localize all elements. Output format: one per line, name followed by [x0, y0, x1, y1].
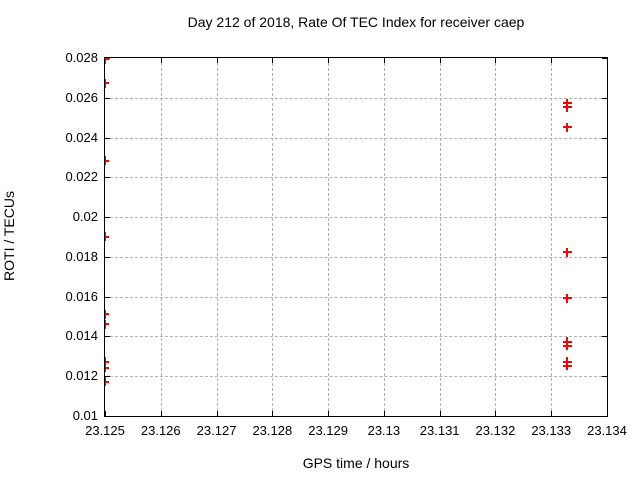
- x-gridline: [439, 58, 441, 416]
- x-tick-mark-top: [160, 58, 162, 63]
- y-tick-mark-left: [105, 376, 110, 378]
- y-tick-mark-left: [105, 177, 110, 179]
- y-gridline: [105, 376, 607, 378]
- x-tick-mark-bottom: [328, 411, 330, 416]
- x-tick-mark-bottom: [439, 411, 441, 416]
- data-point-marker: [105, 78, 109, 88]
- y-tick-label: 0.02: [72, 209, 98, 225]
- chart-title: Day 212 of 2018, Rate Of TEC Index for r…: [187, 14, 525, 30]
- x-gridline: [551, 58, 553, 416]
- x-tick-label: 23.132: [475, 423, 516, 438]
- x-tick-mark-bottom: [607, 411, 608, 416]
- y-tick-mark-right: [602, 296, 607, 298]
- x-gridline: [495, 58, 497, 416]
- x-axis-label: GPS time / hours: [302, 455, 410, 471]
- data-point-marker: [562, 122, 572, 132]
- x-tick-mark-top: [607, 58, 608, 63]
- y-tick-mark-right: [602, 376, 607, 378]
- data-point-marker: [105, 377, 109, 387]
- x-gridline: [272, 58, 274, 416]
- x-tick-label: 23.126: [140, 423, 181, 438]
- y-tick-label: 0.024: [65, 129, 98, 145]
- y-gridline: [105, 217, 607, 219]
- y-tick-label: 0.016: [65, 288, 98, 304]
- x-tick-mark-bottom: [495, 411, 497, 416]
- x-tick-mark-bottom: [551, 411, 553, 416]
- y-axis-label: ROTI / TECUs: [1, 191, 17, 281]
- x-tick-mark-bottom: [216, 411, 218, 416]
- x-tick-mark-bottom: [383, 411, 385, 416]
- y-tick-mark-left: [105, 296, 110, 298]
- data-point-marker: [105, 232, 109, 241]
- x-tick-label: 23.131: [419, 423, 460, 438]
- y-tick-label: 0.012: [65, 368, 98, 384]
- y-tick-mark-right: [602, 58, 607, 59]
- x-tick-label: 23.13: [367, 423, 401, 438]
- x-tick-mark-top: [328, 58, 330, 63]
- y-gridline: [105, 177, 607, 179]
- y-gridline: [105, 336, 607, 338]
- y-tick-mark-right: [602, 416, 607, 417]
- x-tick-mark-top: [105, 58, 106, 63]
- plot-area: [104, 57, 608, 417]
- data-point-marker: [105, 156, 109, 166]
- x-gridline: [383, 58, 385, 416]
- data-point-marker: [562, 102, 572, 112]
- data-point-marker: [105, 319, 109, 329]
- y-tick-mark-right: [602, 177, 607, 179]
- y-gridline: [105, 97, 607, 99]
- data-point-marker: [105, 309, 109, 319]
- x-tick-label: 23.125: [85, 423, 125, 438]
- x-tick-label: 23.128: [252, 423, 293, 438]
- y-tick-mark-right: [602, 137, 607, 139]
- y-tick-mark-left: [105, 217, 110, 219]
- y-tick-label: 0.028: [65, 50, 98, 65]
- x-tick-mark-bottom: [160, 411, 162, 416]
- data-point-marker: [105, 58, 109, 64]
- y-tick-mark-right: [602, 217, 607, 219]
- x-tick-label: 23.133: [531, 423, 572, 438]
- x-tick-label: 23.134: [587, 423, 627, 438]
- y-gridline: [105, 137, 607, 139]
- data-point-marker: [562, 341, 572, 351]
- y-tick-label: 0.026: [65, 89, 98, 105]
- y-tick-mark-left: [105, 137, 110, 139]
- y-tick-mark-right: [602, 256, 607, 258]
- x-tick-mark-top: [439, 58, 441, 63]
- y-tick-mark-right: [602, 336, 607, 338]
- data-point-marker: [105, 363, 109, 373]
- x-tick-mark-bottom: [105, 411, 106, 416]
- y-tick-mark-left: [105, 97, 110, 99]
- x-tick-mark-top: [551, 58, 553, 63]
- y-tick-mark-right: [602, 97, 607, 99]
- x-tick-mark-top: [272, 58, 274, 63]
- x-gridline: [328, 58, 330, 416]
- x-tick-label: 23.129: [308, 423, 348, 438]
- y-tick-mark-left: [105, 256, 110, 258]
- data-point-marker: [105, 357, 109, 367]
- y-tick-label: 0.014: [65, 328, 98, 344]
- x-tick-mark-top: [383, 58, 385, 63]
- y-tick-label: 0.01: [72, 408, 98, 423]
- x-gridline: [216, 58, 218, 416]
- x-tick-mark-top: [216, 58, 218, 63]
- y-tick-label: 0.022: [65, 169, 98, 185]
- x-gridline: [160, 58, 162, 416]
- x-tick-mark-top: [495, 58, 497, 63]
- data-point-marker: [562, 361, 572, 371]
- data-point-marker: [562, 247, 572, 257]
- y-tick-mark-left: [105, 336, 110, 338]
- y-gridline: [105, 296, 607, 298]
- x-tick-mark-bottom: [272, 411, 274, 416]
- y-tick-mark-left: [105, 416, 110, 417]
- data-point-marker: [562, 293, 572, 303]
- x-tick-label: 23.127: [196, 423, 237, 438]
- y-tick-label: 0.018: [65, 248, 98, 264]
- y-gridline: [105, 256, 607, 258]
